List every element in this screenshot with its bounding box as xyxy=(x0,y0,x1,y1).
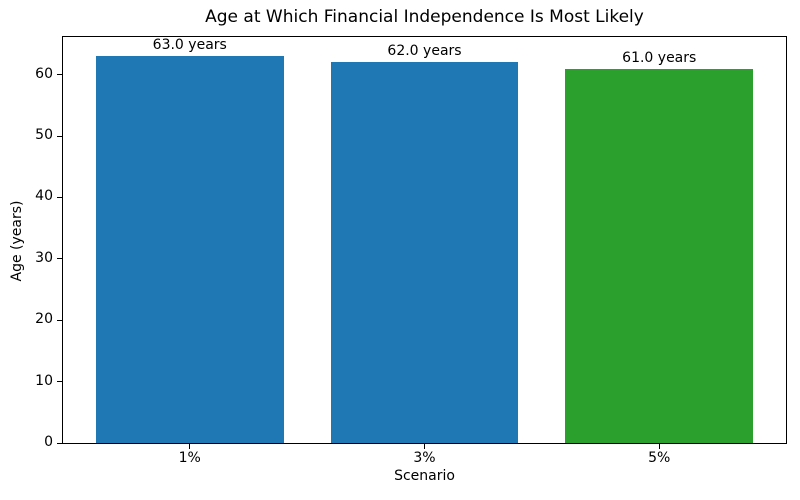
y-tick-label: 0 xyxy=(44,434,53,450)
y-tick-label: 60 xyxy=(35,65,53,82)
bar-5% xyxy=(565,68,754,443)
y-tick-mark xyxy=(57,74,62,76)
y-tick-label: 10 xyxy=(35,372,53,389)
y-tick-label: 30 xyxy=(35,249,53,266)
y-tick-label: 40 xyxy=(35,188,53,205)
bar-value-label: 63.0 years xyxy=(152,37,227,54)
x-tick-mark xyxy=(189,444,191,449)
x-tick-label: 3% xyxy=(413,450,436,466)
y-tick-mark xyxy=(57,135,62,137)
x-tick-label: 1% xyxy=(178,450,201,466)
y-tick-mark xyxy=(57,196,62,198)
bar-value-label: 62.0 years xyxy=(387,43,462,60)
y-tick-label: 50 xyxy=(35,127,53,144)
x-axis-label: Scenario xyxy=(394,468,455,484)
x-tick-mark xyxy=(658,444,660,449)
x-tick-mark xyxy=(424,444,425,449)
y-tick-mark xyxy=(57,442,62,444)
bar-1% xyxy=(95,56,284,443)
bar-3% xyxy=(330,62,519,443)
y-tick-mark xyxy=(57,319,62,321)
x-tick-label: 5% xyxy=(648,450,671,466)
y-tick-mark xyxy=(57,258,62,260)
y-tick-label: 20 xyxy=(35,311,53,328)
y-tick-mark xyxy=(57,381,62,383)
bar-value-label: 61.0 years xyxy=(622,49,697,66)
chart-title: Age at Which Financial Independence Is M… xyxy=(205,7,644,27)
